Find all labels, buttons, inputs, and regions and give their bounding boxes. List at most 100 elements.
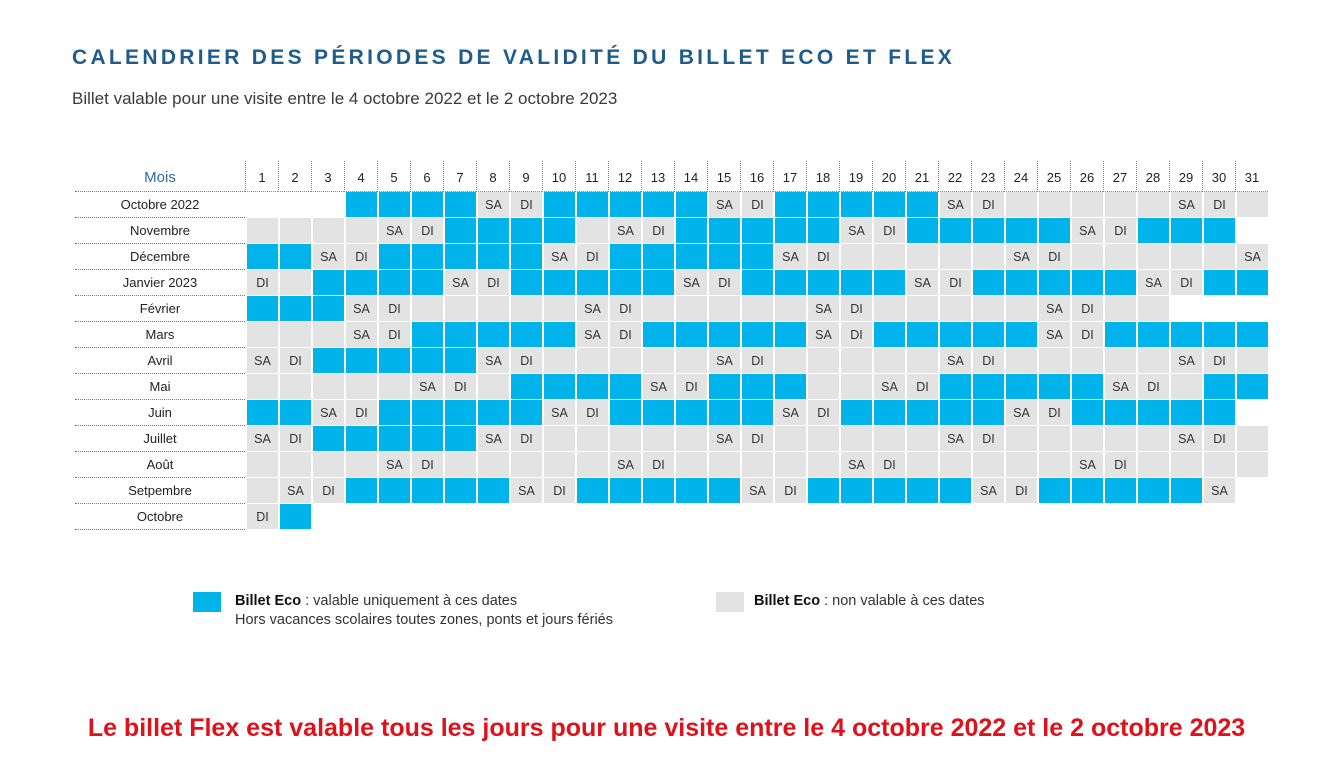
weekend-day: DI (808, 244, 839, 269)
weekend-day: SA (709, 348, 740, 373)
eco-invalid-day (544, 452, 575, 477)
eco-invalid-day (973, 296, 1004, 321)
eco-valid-day (379, 478, 410, 503)
eco-valid-day (280, 244, 311, 269)
eco-invalid-day (1138, 348, 1169, 373)
eco-valid-day (1105, 400, 1136, 425)
eco-valid-day (544, 192, 575, 217)
eco-valid-day (313, 270, 344, 295)
eco-valid-day (412, 400, 443, 425)
eco-invalid-day (676, 426, 707, 451)
weekend-day: DI (412, 218, 443, 243)
eco-invalid-day (1171, 374, 1202, 399)
eco-valid-day (346, 478, 377, 503)
eco-invalid-day (940, 452, 971, 477)
eco-invalid-day (346, 374, 377, 399)
eco-valid-day (478, 244, 509, 269)
eco-valid-day (610, 400, 641, 425)
month-label: Octobre 2022 (75, 192, 245, 218)
eco-invalid-day (1138, 244, 1169, 269)
eco-invalid-day (577, 452, 608, 477)
eco-valid-day (1105, 322, 1136, 347)
eco-valid-day (445, 322, 476, 347)
eco-valid-day (676, 218, 707, 243)
weekend-day: DI (577, 244, 608, 269)
weekend-day: DI (412, 452, 443, 477)
eco-valid-day (973, 400, 1004, 425)
weekend-day: DI (742, 192, 773, 217)
eco-valid-day (643, 400, 674, 425)
eco-valid-day (346, 192, 377, 217)
weekend-day: DI (511, 348, 542, 373)
eco-valid-day (1171, 322, 1202, 347)
day-header: 11 (575, 161, 608, 192)
eco-invalid-day (346, 452, 377, 477)
page-subtitle: Billet valable pour une visite entre le … (72, 89, 618, 108)
eco-valid-day (346, 426, 377, 451)
eco-invalid-day (1039, 348, 1070, 373)
eco-valid-day (775, 374, 806, 399)
eco-valid-day (346, 348, 377, 373)
eco-invalid-day (1204, 452, 1235, 477)
eco-valid-day (1039, 218, 1070, 243)
eco-valid-day (1204, 374, 1235, 399)
weekend-day: SA (1237, 244, 1268, 269)
eco-valid-day (808, 218, 839, 243)
weekend-day: DI (511, 192, 542, 217)
eco-valid-day (973, 374, 1004, 399)
weekend-day: DI (643, 218, 674, 243)
eco-valid-day (1039, 374, 1070, 399)
calendar-row: Décembre SA DI SA DI SA DI SA DI SA (75, 244, 1268, 270)
weekend-day: SA (544, 400, 575, 425)
eco-invalid-day (313, 322, 344, 347)
eco-valid-day (610, 270, 641, 295)
eco-invalid-day (577, 348, 608, 373)
weekend-day: DI (280, 348, 311, 373)
eco-invalid-day (1237, 192, 1268, 217)
eco-valid-day (445, 348, 476, 373)
day-header: 25 (1037, 161, 1070, 192)
eco-valid-day (709, 322, 740, 347)
eco-valid-day (709, 478, 740, 503)
weekend-day: SA (808, 322, 839, 347)
eco-invalid-day (1138, 452, 1169, 477)
eco-valid-day (940, 218, 971, 243)
weekend-day: DI (1039, 400, 1070, 425)
eco-invalid-day (742, 296, 773, 321)
eco-invalid-day (808, 426, 839, 451)
eco-invalid-day (1072, 192, 1103, 217)
day-header: 27 (1103, 161, 1136, 192)
day-header: 21 (905, 161, 938, 192)
eco-valid-day (313, 348, 344, 373)
eco-valid-day (775, 270, 806, 295)
eco-invalid-day (808, 452, 839, 477)
legend-eco-invalid: Billet Eco : non valable à ces dates (754, 592, 985, 611)
eco-valid-day (874, 400, 905, 425)
eco-invalid-day (841, 348, 872, 373)
eco-valid-day (1171, 400, 1202, 425)
weekend-day: DI (478, 270, 509, 295)
eco-valid-day (379, 400, 410, 425)
eco-valid-day (478, 218, 509, 243)
eco-invalid-day (874, 296, 905, 321)
eco-valid-day (610, 374, 641, 399)
eco-invalid-day (676, 452, 707, 477)
weekend-day: DI (1171, 270, 1202, 295)
weekend-day: DI (313, 478, 344, 503)
month-label: Décembre (75, 244, 245, 270)
legend-eco-valid: Billet Eco : valable uniquement à ces da… (235, 592, 613, 630)
eco-invalid-day (280, 218, 311, 243)
weekend-day: SA (577, 296, 608, 321)
weekend-day: SA (907, 270, 938, 295)
eco-invalid-day (1006, 348, 1037, 373)
weekend-day: SA (940, 426, 971, 451)
day-header: 30 (1202, 161, 1235, 192)
eco-valid-day (1006, 374, 1037, 399)
eco-valid-day (742, 322, 773, 347)
eco-valid-day (907, 192, 938, 217)
eco-valid-day (940, 478, 971, 503)
eco-valid-day (1006, 270, 1037, 295)
eco-invalid-day (1006, 296, 1037, 321)
eco-valid-day (445, 400, 476, 425)
eco-valid-day (445, 244, 476, 269)
